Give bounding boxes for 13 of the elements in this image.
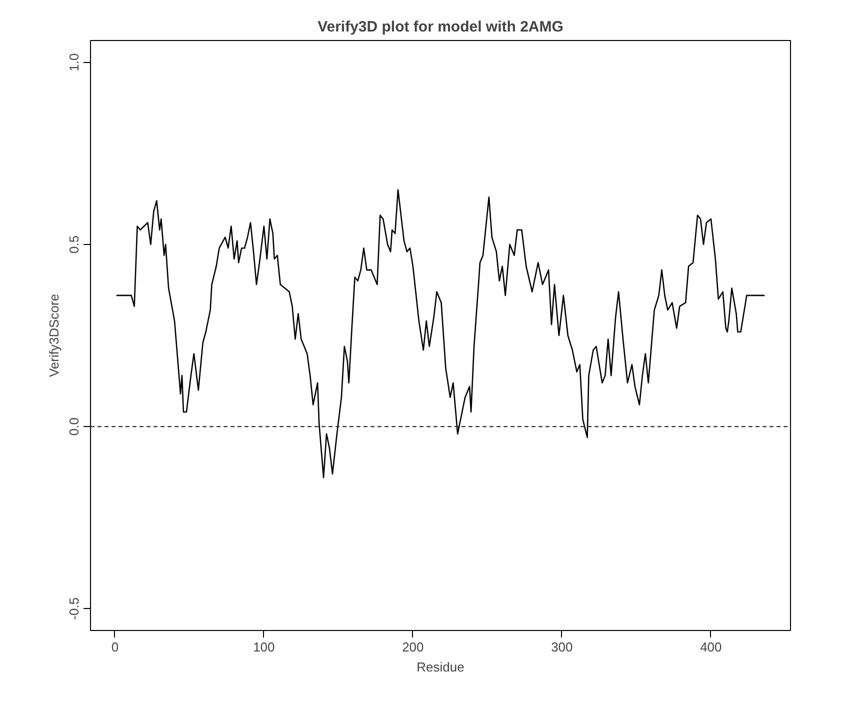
x-tick-label: 100 <box>253 640 275 654</box>
x-tick-label: 400 <box>700 640 722 654</box>
x-axis-title: Residue <box>416 660 464 674</box>
line-series <box>116 189 766 478</box>
x-tick-label: 0 <box>111 640 119 654</box>
y-axis-title: Verify3DScore <box>46 294 62 378</box>
chart-title: Verify3D plot for model with 2AMG <box>318 18 564 36</box>
y-tick-label: -0.5 <box>66 597 82 620</box>
y-tick-label: 0.5 <box>66 235 82 254</box>
x-tick-label: 200 <box>402 640 424 654</box>
y-tick-label: 0.0 <box>66 418 82 436</box>
y-tick-label: 1.0 <box>66 53 82 72</box>
x-tick-label: 300 <box>551 640 573 654</box>
